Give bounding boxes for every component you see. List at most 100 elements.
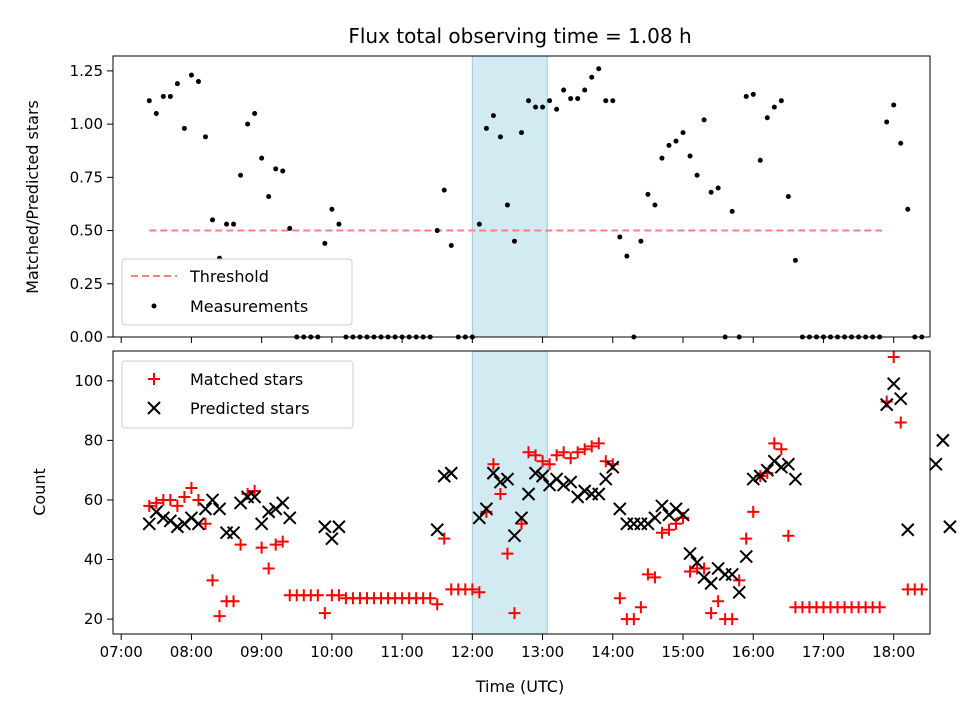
predicted-stars-point xyxy=(901,523,915,537)
predicted-stars-point xyxy=(746,472,760,486)
matched-stars-point xyxy=(894,416,907,429)
matched-stars-point xyxy=(578,443,591,456)
measurement-point xyxy=(687,153,693,159)
matched-stars-point xyxy=(515,517,528,530)
legend-matched-swatch xyxy=(148,373,160,385)
matched-stars-point xyxy=(684,565,697,578)
measurement-point xyxy=(504,202,510,208)
legend-matched-label: Matched stars xyxy=(190,370,303,389)
predicted-stars-point xyxy=(198,502,213,516)
measurement-point xyxy=(666,142,672,148)
measurement-point xyxy=(336,221,342,227)
top-y-ticks: 0.00 0.25 0.50 0.75 1.00 1.25 xyxy=(70,62,113,346)
predicted-stars-point xyxy=(887,377,901,391)
predicted-stars-point xyxy=(683,546,697,561)
count-points-layer xyxy=(142,350,957,626)
predicted-stars-point xyxy=(936,433,950,448)
predicted-stars-point xyxy=(276,496,290,510)
measurement-point xyxy=(729,208,735,214)
predicted-stars-point xyxy=(479,502,494,516)
measurement-point xyxy=(245,121,251,127)
matched-stars-point xyxy=(508,607,521,620)
measurement-point xyxy=(764,115,770,121)
measurement-point xyxy=(701,117,707,123)
matched-stars-point xyxy=(775,443,788,456)
matched-stars-point xyxy=(178,490,191,503)
predicted-stars-point xyxy=(283,511,297,525)
predicted-stars-point xyxy=(170,520,185,534)
predicted-stars-point xyxy=(247,490,262,504)
matched-stars-point xyxy=(627,613,640,626)
matched-stars-point xyxy=(557,446,570,459)
measurement-point xyxy=(750,91,756,97)
x-tick-label: 08:00 xyxy=(170,643,213,661)
highlight-span-rect xyxy=(471,350,548,635)
matched-stars-point xyxy=(705,607,718,620)
measurement-point xyxy=(659,155,665,161)
bottom-y-tick-label: 40 xyxy=(84,551,103,569)
x-axis-label: Time (UTC) xyxy=(475,677,564,696)
matched-stars-point xyxy=(213,610,226,623)
legend-predicted-swatch xyxy=(147,401,161,415)
top-y-tick-label: 0.50 xyxy=(70,222,103,240)
matched-stars-point xyxy=(227,595,240,608)
top-y-tick-label: 0.00 xyxy=(70,328,103,346)
predicted-stars-point xyxy=(142,517,156,531)
measurement-point xyxy=(610,98,616,104)
matched-stars-point xyxy=(662,523,675,536)
predicted-stars-point xyxy=(156,511,171,525)
measurement-point xyxy=(224,221,230,227)
bottom-y-tick-label: 80 xyxy=(84,431,103,449)
predicted-stars-point xyxy=(437,469,451,483)
matched-stars-point xyxy=(318,607,331,620)
matched-stars-point xyxy=(332,589,345,602)
predicted-stars-point xyxy=(577,484,592,498)
measurement-point xyxy=(266,194,272,199)
measurement-point xyxy=(519,130,524,136)
matched-stars-point xyxy=(550,449,563,462)
measurement-point xyxy=(645,191,651,197)
matched-stars-point xyxy=(529,449,542,462)
matched-stars-point xyxy=(571,446,584,459)
matched-stars-point xyxy=(782,529,795,542)
predicted-stars-point xyxy=(261,505,276,519)
bottom-y-tick-label: 60 xyxy=(84,491,103,509)
x-tick-label: 18:00 xyxy=(872,643,915,661)
predicted-stars-point xyxy=(535,469,550,483)
matched-stars-point xyxy=(670,517,683,530)
predicted-stars-point xyxy=(599,472,613,486)
matched-stars-point xyxy=(501,547,514,560)
matched-stars-point xyxy=(768,437,781,450)
measurement-point xyxy=(673,138,679,144)
top-y-tick-label: 0.75 xyxy=(70,168,103,186)
predicted-stars-point xyxy=(879,397,894,412)
measurement-point xyxy=(329,206,335,212)
measurement-point xyxy=(181,125,187,131)
bottom-y-axis-label: Count xyxy=(30,468,49,516)
predicted-stars-point xyxy=(592,487,606,501)
predicted-stars-point xyxy=(732,585,746,600)
predicted-stars-point xyxy=(739,549,753,564)
measurement-point xyxy=(603,98,609,104)
matched-stars-point xyxy=(712,595,725,608)
measurement-point xyxy=(891,102,897,108)
matched-stars-point xyxy=(599,455,612,468)
legend-threshold-label: Threshold xyxy=(189,267,269,286)
bottom-legend-box xyxy=(121,360,354,429)
predicted-stars-point xyxy=(507,528,522,543)
measurement-point xyxy=(575,96,581,102)
predicted-stars-point xyxy=(486,466,501,480)
measurement-point xyxy=(905,206,911,212)
measurement-point xyxy=(511,238,517,244)
x-tick-label: 10:00 xyxy=(310,643,353,661)
predicted-stars-point xyxy=(655,499,669,513)
bottom-y-tick-label: 100 xyxy=(74,372,103,390)
predicted-stars-point xyxy=(788,472,803,486)
highlight-span-rect xyxy=(471,55,548,338)
measurement-point xyxy=(441,187,447,193)
matched-stars-point xyxy=(262,562,275,575)
matched-stars-point xyxy=(248,485,261,498)
predicted-stars-point xyxy=(725,567,739,582)
measurement-point xyxy=(195,79,201,85)
matched-stars-point xyxy=(438,532,451,545)
